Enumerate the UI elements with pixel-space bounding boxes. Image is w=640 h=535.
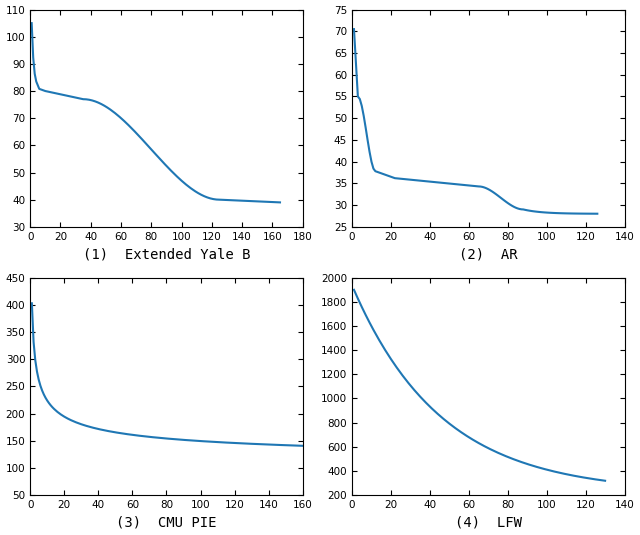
X-axis label: (3)  CMU PIE: (3) CMU PIE bbox=[116, 515, 217, 530]
X-axis label: (2)  AR: (2) AR bbox=[459, 247, 518, 261]
X-axis label: (1)  Extended Yale B: (1) Extended Yale B bbox=[83, 247, 250, 261]
X-axis label: (4)  LFW: (4) LFW bbox=[455, 515, 522, 530]
